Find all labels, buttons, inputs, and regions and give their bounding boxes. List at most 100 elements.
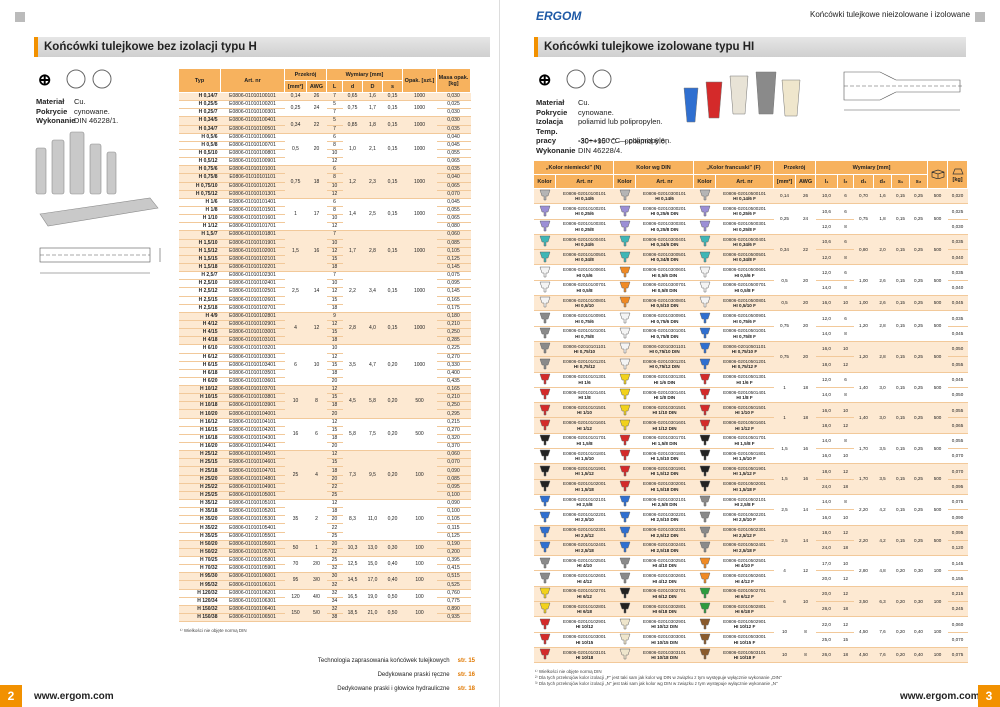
awg-cell: 24 <box>306 100 327 118</box>
link-page: str. 16 <box>457 672 475 678</box>
mass-cell: 0,085 <box>436 475 471 484</box>
awg-cell: 16 <box>795 433 816 465</box>
color-cell <box>533 310 556 327</box>
opak-cell: 1000 <box>402 271 437 313</box>
spec-text: -30÷+100 °C – polipropylen. <box>578 136 672 145</box>
art-number: E0806-02010102601 <box>563 573 606 579</box>
d2-cell: 6,3 <box>873 586 892 618</box>
type-cell: H 25/20 <box>178 475 221 484</box>
ferrule-shape <box>699 465 710 476</box>
art-cell: E0806-02010100601 HI 0,5/6 <box>555 264 614 281</box>
length-cell: 7 <box>326 230 343 240</box>
l1-cell: 14,0 <box>815 280 838 297</box>
d-cell: 7,5 <box>362 418 383 452</box>
opak-cell: 1000 <box>402 165 437 199</box>
length-cell: 6 <box>326 198 343 207</box>
mm2-cell: 4 <box>773 555 796 587</box>
ferrule-shape <box>619 557 630 568</box>
mm2-cell: 10 <box>773 616 796 648</box>
length-cell: 22 <box>326 548 343 558</box>
technical-drawing <box>843 71 964 111</box>
table-row: H 50/20 E0806-01010105601 50 1 20 10,3 13,0 0,3… <box>178 540 471 558</box>
mass-cell: 0,095 <box>947 525 968 541</box>
table-row: H 4/9 E0806-01010102801 4 12 9 2,8 4,0 0,15 1000… <box>178 312 471 346</box>
color-cell <box>533 387 556 404</box>
art-cell: E0806-02010300801 HI 0,5/10 DIN <box>635 295 694 312</box>
color-cell <box>693 647 716 664</box>
mass-cell: 0,085 <box>436 239 471 248</box>
header-cell: Kolor wg DIN <box>613 160 695 175</box>
type-cell: H 6/10 <box>178 344 221 354</box>
type-name: HI 6/12 F <box>735 593 754 599</box>
d2-cell: 3,5 <box>873 433 892 465</box>
color-cell <box>613 356 636 373</box>
type-name: HI 2,5/12 DIN <box>650 532 679 538</box>
ferrule-shape <box>539 496 550 507</box>
art-cell: E0806-01010103501 <box>220 369 285 378</box>
corner-square <box>15 12 25 22</box>
mass-cell: 0,215 <box>947 586 968 603</box>
table-row: H 1,5/15 E0806-01010102101 15 0,125 <box>178 255 471 264</box>
l1-cell: 12,0 <box>815 372 838 388</box>
d1-cell: 1,00 <box>853 295 874 312</box>
ferrule-shape <box>699 618 710 629</box>
mm2-cell: 35 <box>284 499 307 541</box>
s1-cell: 0,15 <box>891 463 910 495</box>
mass-cell: 0,760 <box>436 589 471 598</box>
art-cell: E0806-01010104101 <box>220 418 285 427</box>
table-row: H 16/20 E0806-01010104401 20 0,370 <box>178 442 471 452</box>
art-cell: E0806-01010105501 <box>220 532 285 541</box>
awg-cell: 4 <box>306 450 327 501</box>
ferrule-shape <box>699 434 710 446</box>
d-cell: 0,85 <box>342 116 363 134</box>
length-cell: 15 <box>326 328 343 338</box>
type-name: HI 4/10 F <box>735 563 754 569</box>
l2-cell: 12 <box>837 586 854 603</box>
length-cell: 15 <box>326 426 343 435</box>
color-cell <box>533 555 556 572</box>
s2-cell: 0,25 <box>909 433 928 465</box>
art-cell: E0806-02010301201 HI 0,75/12 DIN <box>635 356 694 373</box>
cert-icon: ⊕ <box>38 72 51 89</box>
type-cell: H 120/34 <box>178 597 221 606</box>
mass-cell: 0,025 <box>436 100 471 110</box>
awg-cell: 3/0 <box>306 572 327 590</box>
ferrule-icon <box>619 251 630 262</box>
art-cell: E0806-02010102801 HI 6/18 <box>555 601 614 618</box>
mass-cell: 0,395 <box>436 556 471 566</box>
d-cell: 1,6 <box>362 92 383 102</box>
table-row: E0806-02010102201 HI 2,5/10 E0806-02010302… <box>533 509 968 526</box>
opak-cell: 100 <box>402 589 437 606</box>
type-cell: H 70/25 <box>178 556 221 566</box>
table-row: H 10/12 E0806-01010103701 10 8 12 4,5 5,8 0,20 5… <box>178 385 471 419</box>
ferrule-shape <box>539 603 550 614</box>
d2-cell: 3,0 <box>873 372 892 404</box>
color-cell <box>613 387 636 404</box>
type-cell: H 1/10 <box>178 214 221 224</box>
s1-cell: 0,15 <box>891 234 910 266</box>
type-name: HI 10/15 <box>575 639 594 645</box>
art-number: E0806-02010301301 <box>643 374 686 380</box>
type-cell: H 1,5/15 <box>178 255 221 264</box>
l2-cell: 6 <box>837 264 854 281</box>
type-cell: H 2,5/18 <box>178 304 221 313</box>
table-row: H 25/20 E0806-01010104801 20 0,085 <box>178 475 471 484</box>
mass-cell: 0,035 <box>436 165 471 175</box>
color-cell <box>693 356 716 373</box>
type-name: HI 0,5/10 DIN <box>650 303 679 309</box>
length-cell: 18 <box>326 466 343 476</box>
mass-cell: 0,070 <box>947 448 968 465</box>
table-row: H 0,75/6 E0806-01010101001 0,75 18 6 1,2 2,3 0,… <box>178 165 471 199</box>
color-cell <box>693 310 716 327</box>
art-number: E0806-02010501701 <box>723 435 766 441</box>
mass-cell: 0,180 <box>436 312 471 321</box>
mm2-cell: 1 <box>284 198 307 232</box>
art-number: E0806-02010102401 <box>563 542 606 548</box>
length-cell: 8 <box>326 206 343 216</box>
mass-cell: 0,115 <box>436 523 471 533</box>
mass-cell: 0,245 <box>947 601 968 618</box>
length-cell: 20 <box>326 540 343 549</box>
table-row: E0806-02010102701 HI 6/12 E0806-0201030270… <box>533 586 968 618</box>
art-number: E0806-02010300501 <box>643 251 686 257</box>
l2-cell: 8 <box>837 219 854 235</box>
